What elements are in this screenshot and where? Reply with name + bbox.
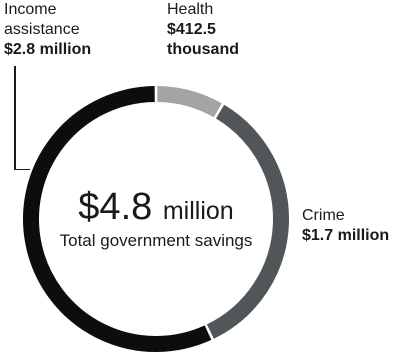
donut-slice-income-assistance (23, 86, 212, 352)
label-crime: Crime $1.7 million (302, 206, 389, 246)
health-name: Health (167, 1, 214, 18)
health-value: $412.5 thousand (167, 21, 239, 58)
crime-value: $1.7 million (302, 227, 390, 244)
label-health: Health $412.5 thousand (167, 0, 267, 60)
total-savings-unit: million (162, 197, 234, 225)
total-savings-number: $4.8 (78, 186, 153, 228)
total-savings-label: Total government savings (59, 231, 253, 250)
donut-slice-health (156, 86, 222, 118)
income-assistance-name: Income assistance (4, 1, 80, 38)
total-savings-value: $4.8 million (46, 187, 266, 231)
leader-line-horizontal (14, 168, 30, 170)
income-assistance-value: $2.8 million (4, 41, 92, 58)
label-income-assistance: Income assistance $2.8 million (4, 0, 116, 60)
leader-line-vertical (14, 66, 16, 170)
crime-name: Crime (302, 207, 345, 224)
donut-slice-crime (206, 104, 289, 339)
